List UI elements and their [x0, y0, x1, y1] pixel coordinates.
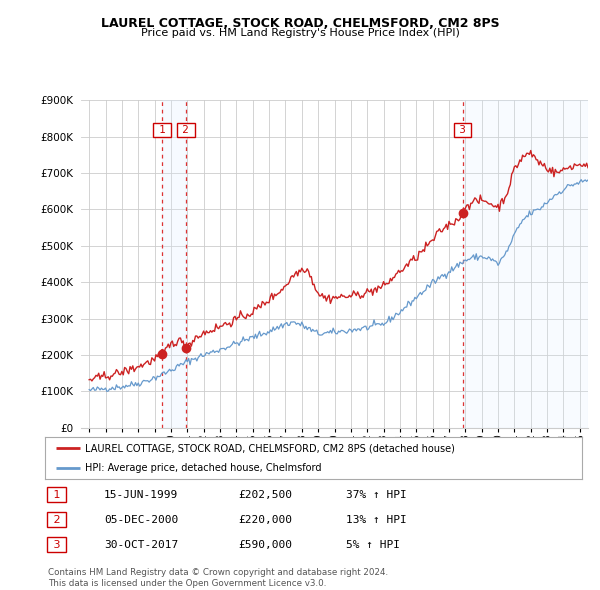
Text: 5% ↑ HPI: 5% ↑ HPI: [346, 540, 400, 550]
Text: 13% ↑ HPI: 13% ↑ HPI: [346, 515, 406, 525]
Text: This data is licensed under the Open Government Licence v3.0.: This data is licensed under the Open Gov…: [48, 579, 326, 588]
Text: 2: 2: [50, 515, 64, 525]
Text: 30-OCT-2017: 30-OCT-2017: [104, 540, 178, 550]
Text: 05-DEC-2000: 05-DEC-2000: [104, 515, 178, 525]
Text: 1: 1: [155, 124, 169, 135]
Text: 2: 2: [179, 124, 193, 135]
Text: £220,000: £220,000: [238, 515, 292, 525]
Text: 1: 1: [50, 490, 64, 500]
Text: Contains HM Land Registry data © Crown copyright and database right 2024.: Contains HM Land Registry data © Crown c…: [48, 568, 388, 576]
Text: HPI: Average price, detached house, Chelmsford: HPI: Average price, detached house, Chel…: [85, 464, 322, 473]
Text: £202,500: £202,500: [238, 490, 292, 500]
Text: LAUREL COTTAGE, STOCK ROAD, CHELMSFORD, CM2 8PS: LAUREL COTTAGE, STOCK ROAD, CHELMSFORD, …: [101, 17, 499, 30]
Text: LAUREL COTTAGE, STOCK ROAD, CHELMSFORD, CM2 8PS (detached house): LAUREL COTTAGE, STOCK ROAD, CHELMSFORD, …: [85, 444, 455, 454]
Text: 3: 3: [50, 540, 64, 550]
Text: 37% ↑ HPI: 37% ↑ HPI: [346, 490, 406, 500]
Text: 3: 3: [456, 124, 469, 135]
Text: Price paid vs. HM Land Registry's House Price Index (HPI): Price paid vs. HM Land Registry's House …: [140, 28, 460, 38]
Bar: [463, 100, 588, 428]
Text: 15-JUN-1999: 15-JUN-1999: [104, 490, 178, 500]
Text: £590,000: £590,000: [238, 540, 292, 550]
Bar: [162, 100, 186, 428]
